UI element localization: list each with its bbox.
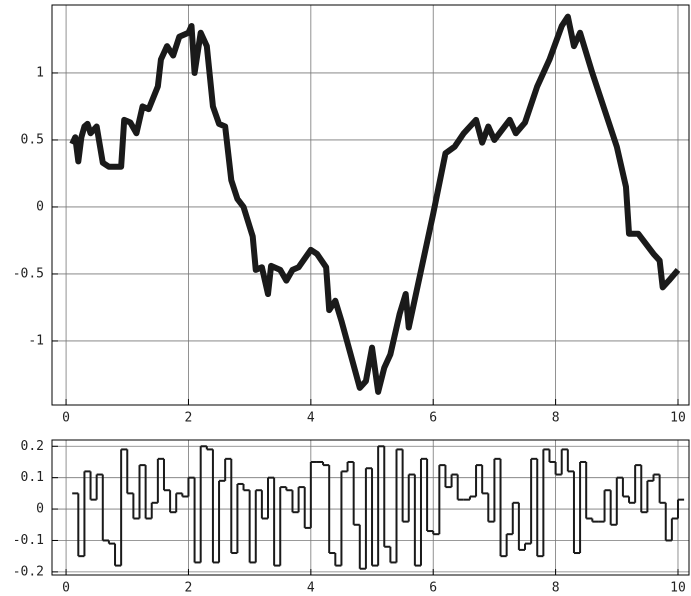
x-tick-label: 4 [307, 411, 315, 426]
y-tick-label: 0.1 [21, 470, 44, 485]
x-tick-label: 2 [185, 581, 193, 596]
y-tick-label: 0.2 [21, 439, 44, 454]
y-tick-label: -0.1 [13, 533, 44, 548]
y-tick-label: -0.2 [13, 564, 44, 579]
x-tick-label: 8 [552, 411, 560, 426]
data-line [69, 13, 681, 395]
y-tick-label: 0 [36, 502, 44, 517]
step-riser [77, 446, 679, 569]
x-tick-label: 8 [552, 581, 560, 596]
plot-frame [51, 4, 690, 406]
x-tick-label: 6 [429, 581, 437, 596]
x-tick-label: 10 [670, 581, 686, 596]
y-tick-label: 0.5 [21, 132, 44, 147]
x-tick-label: 0 [62, 581, 70, 596]
x-tick-label: 6 [429, 411, 437, 426]
x-tick-label: 2 [185, 411, 193, 426]
y-tick-label: 1 [36, 65, 44, 80]
y-tick-label: 0 [36, 199, 44, 214]
x-tick-label: 10 [670, 411, 686, 426]
plot-frame [51, 439, 690, 576]
y-tick-label: -1 [28, 333, 44, 348]
x-tick-label: 0 [62, 411, 70, 426]
x-tick-label: 4 [307, 581, 315, 596]
y-tick-label: -0.5 [13, 266, 44, 281]
